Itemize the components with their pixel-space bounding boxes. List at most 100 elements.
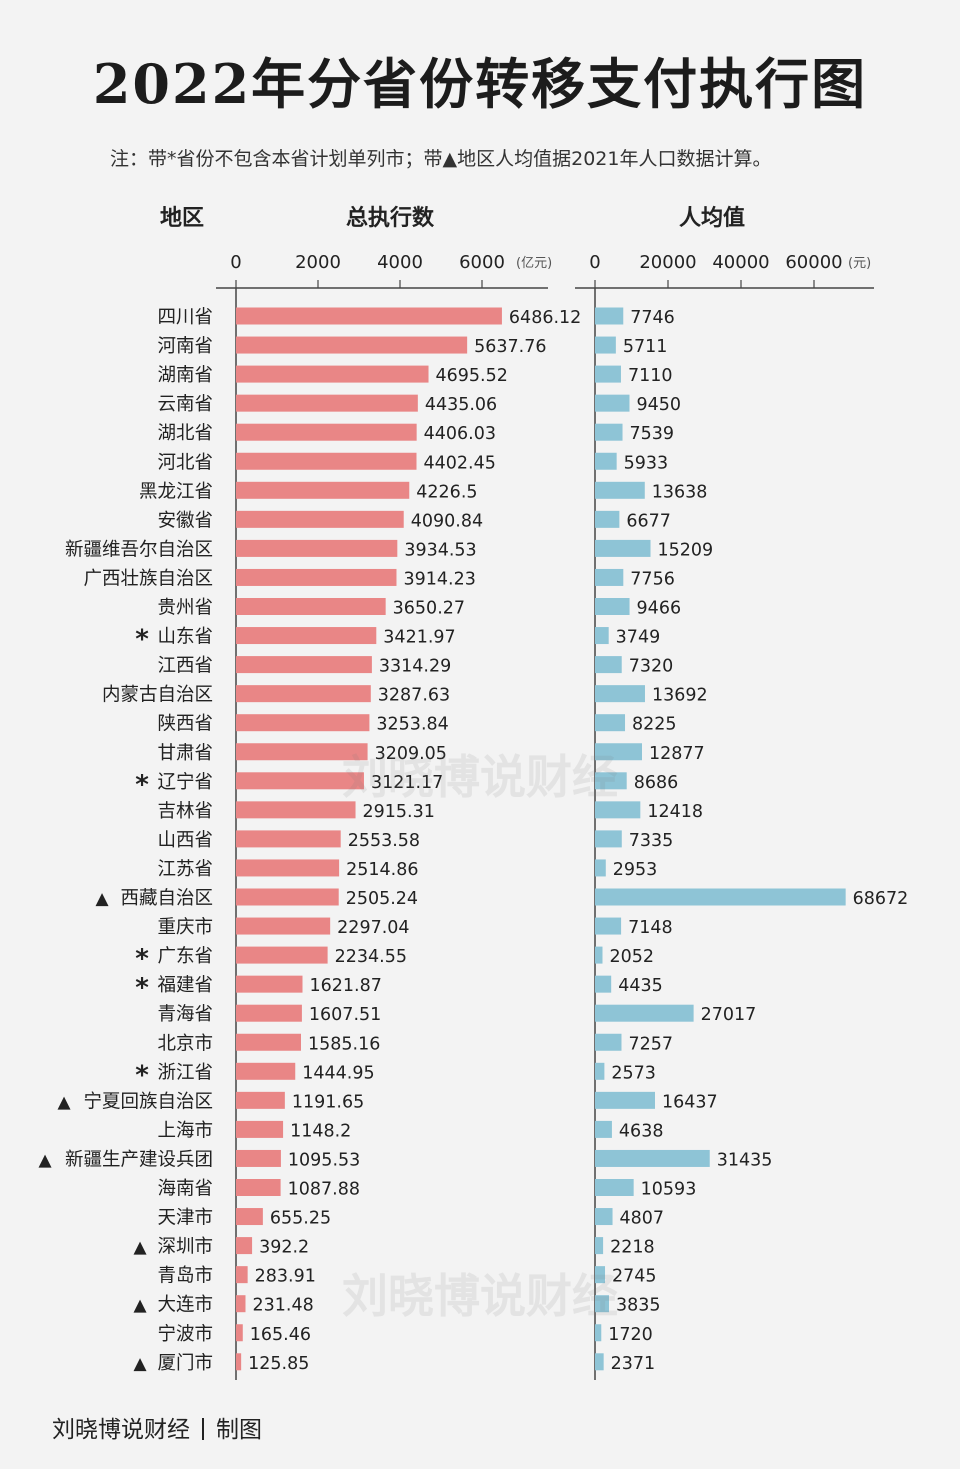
star-marker: * xyxy=(135,1060,149,1090)
per-capita-unit-label: (元) xyxy=(848,256,871,271)
star-marker: * xyxy=(135,973,149,1003)
region-header: 地区 xyxy=(160,206,204,231)
category-label: 湖南省 xyxy=(157,365,213,386)
total-bar xyxy=(236,307,502,325)
category-label: 厦门市 xyxy=(157,1353,213,1374)
per-capita-value-label: 31435 xyxy=(717,1150,773,1170)
per-capita-bar xyxy=(595,627,609,645)
category-label: 浙江省 xyxy=(157,1062,213,1083)
total-bar xyxy=(236,975,303,993)
per-capita-value-label: 7110 xyxy=(628,366,673,386)
total-bar xyxy=(236,568,397,586)
per-capita-bar xyxy=(595,946,603,964)
category-label: 内蒙古自治区 xyxy=(102,685,213,706)
per-capita-value-label: 2745 xyxy=(612,1267,657,1287)
per-capita-value-label: 27017 xyxy=(701,1005,757,1025)
total-bar xyxy=(236,656,372,674)
total-bar xyxy=(236,1033,301,1051)
total-unit-label: (亿元) xyxy=(516,256,552,271)
per-capita-value-label: 3749 xyxy=(616,628,661,648)
per-capita-tick-label: 40000 xyxy=(712,252,769,273)
per-capita-value-label: 15209 xyxy=(658,540,714,560)
per-capita-value-label: 1720 xyxy=(608,1325,653,1345)
transfer-payment-chart: 地区 总执行数 人均值 0 2000 4000 6000 (亿元) 0 20000 40000 600… xyxy=(38,205,909,1380)
total-bar xyxy=(236,1295,246,1313)
category-label: 陕西省 xyxy=(157,714,213,735)
total-value-label: 4226.5 xyxy=(416,482,477,502)
category-label: 上海市 xyxy=(157,1120,213,1141)
per-capita-bar xyxy=(595,423,623,441)
category-label: 山西省 xyxy=(157,830,213,851)
total-bar xyxy=(236,685,371,703)
total-bar xyxy=(236,917,331,935)
per-capita-value-label: 4807 xyxy=(620,1209,665,1229)
per-capita-value-label: 7746 xyxy=(630,308,675,328)
total-bar xyxy=(236,394,418,412)
total-value-label: 3209.05 xyxy=(375,744,447,764)
per-capita-value-label: 8225 xyxy=(632,715,677,735)
total-value-label: 165.46 xyxy=(250,1325,311,1345)
category-label: 深圳市 xyxy=(157,1237,213,1258)
total-bar xyxy=(236,539,398,557)
total-bar xyxy=(236,336,468,354)
per-capita-value-label: 5711 xyxy=(623,337,668,357)
category-label: 贵州省 xyxy=(157,598,213,619)
per-capita-bar xyxy=(595,1179,634,1196)
category-label: 江西省 xyxy=(157,656,213,677)
total-value-label: 2234.55 xyxy=(335,947,407,967)
total-value-label: 1444.95 xyxy=(302,1063,374,1083)
category-label: 广西壮族自治区 xyxy=(83,568,213,589)
star-marker: * xyxy=(135,625,149,655)
total-bar xyxy=(236,1237,253,1255)
page-title: 2022年分省份转移支付执行图 xyxy=(92,52,868,116)
per-capita-value-label: 2953 xyxy=(613,860,658,880)
per-capita-bar xyxy=(595,1266,606,1284)
triangle-marker: ▲ xyxy=(95,889,109,909)
per-capita-value-label: 2218 xyxy=(610,1238,655,1258)
per-capita-header: 人均值 xyxy=(679,205,745,231)
per-capita-bar xyxy=(595,1208,613,1226)
total-value-label: 1087.88 xyxy=(288,1180,360,1200)
total-tick-label: 0 xyxy=(230,252,241,273)
total-bar xyxy=(236,714,370,732)
total-value-label: 125.85 xyxy=(248,1354,309,1374)
per-capita-bar xyxy=(595,1062,605,1080)
total-tick-label: 2000 xyxy=(295,252,341,273)
category-label: 湖北省 xyxy=(157,423,213,444)
per-capita-bar xyxy=(595,1004,694,1022)
footer-made: 制图 xyxy=(216,1417,262,1443)
total-tick-label: 6000 xyxy=(459,252,505,273)
category-label: 黑龙江省 xyxy=(139,481,213,502)
per-capita-bar xyxy=(595,481,645,499)
per-capita-tick-label: 60000 xyxy=(785,252,842,273)
per-capita-value-label: 2573 xyxy=(611,1063,656,1083)
triangle-marker: ▲ xyxy=(38,1150,52,1170)
total-bar xyxy=(236,1324,243,1342)
total-bar xyxy=(236,859,340,877)
total-bar xyxy=(236,1266,248,1284)
per-capita-bar xyxy=(595,1091,655,1109)
triangle-marker: ▲ xyxy=(57,1092,71,1112)
category-label: 云南省 xyxy=(157,394,213,415)
per-capita-value-label: 68672 xyxy=(853,889,909,909)
per-capita-value-label: 13692 xyxy=(652,686,708,706)
total-bar xyxy=(236,772,364,790)
per-capita-bar xyxy=(595,888,846,906)
per-capita-bar xyxy=(595,1237,604,1255)
total-bar xyxy=(236,598,386,615)
per-capita-value-label: 4638 xyxy=(619,1121,664,1141)
per-capita-value-label: 4435 xyxy=(618,976,663,996)
total-bar xyxy=(236,1091,285,1109)
per-capita-bar xyxy=(595,714,626,732)
per-capita-bar xyxy=(595,656,622,674)
total-value-label: 4090.84 xyxy=(411,511,483,531)
per-capita-bar xyxy=(595,1149,710,1167)
per-capita-bar xyxy=(595,743,643,761)
category-label: 海南省 xyxy=(157,1179,213,1200)
total-value-label: 6486.12 xyxy=(509,308,581,328)
per-capita-bar xyxy=(595,685,645,703)
total-value-label: 3314.29 xyxy=(379,657,451,677)
per-capita-value-label: 9450 xyxy=(636,395,681,415)
category-label: 甘肃省 xyxy=(157,743,213,764)
per-capita-value-label: 12418 xyxy=(647,802,703,822)
